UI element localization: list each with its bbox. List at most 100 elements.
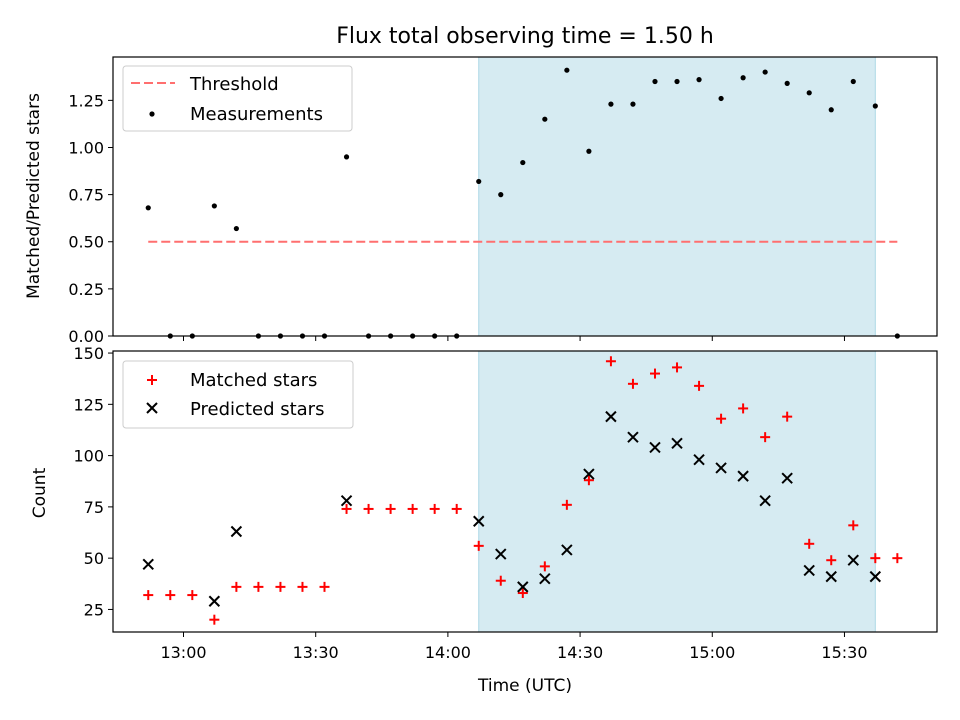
matched-star-point bbox=[231, 581, 242, 592]
bottom-legend-box bbox=[122, 360, 354, 429]
matched-star-point bbox=[341, 503, 352, 514]
measurement-point bbox=[233, 225, 239, 232]
top-y-tick-label: 0.00 bbox=[68, 327, 104, 346]
measurement-point bbox=[740, 75, 746, 81]
x-tick-label: 13:30 bbox=[293, 643, 339, 662]
matched-star-point bbox=[319, 581, 330, 592]
matched-star-point bbox=[385, 503, 396, 514]
predicted-star-point bbox=[715, 462, 727, 474]
matched-star-point bbox=[143, 590, 154, 601]
matched-star-point bbox=[451, 503, 462, 514]
matched-star-point bbox=[870, 553, 881, 564]
predicted-star-point bbox=[759, 495, 771, 507]
legend-threshold-label: Threshold bbox=[189, 74, 279, 95]
predicted-star-point bbox=[737, 470, 749, 482]
predicted-star-point bbox=[473, 515, 485, 527]
top-axes-frame bbox=[112, 56, 938, 337]
predicted-star-point bbox=[627, 431, 639, 443]
matched-star-point bbox=[672, 362, 683, 373]
matched-star-point bbox=[561, 499, 572, 510]
measurement-point bbox=[718, 95, 724, 102]
matched-star-point bbox=[517, 588, 528, 599]
matched-star-point bbox=[495, 575, 506, 586]
measurement-point bbox=[872, 103, 878, 109]
predicted-star-point bbox=[230, 525, 243, 538]
matched-star-point bbox=[716, 413, 727, 424]
matched-star-point bbox=[605, 356, 616, 367]
measurement-point bbox=[520, 159, 526, 166]
top-y-tick-label: 0.75 bbox=[68, 186, 104, 205]
x-tick-label: 15:30 bbox=[821, 643, 867, 662]
measurement-point bbox=[828, 107, 834, 113]
measurement-point bbox=[586, 148, 592, 154]
measurement-points bbox=[145, 67, 900, 339]
measurement-point bbox=[211, 203, 217, 209]
matched-star-point bbox=[848, 520, 859, 531]
x-tick-label: 14:30 bbox=[557, 643, 603, 662]
matched-star-point bbox=[782, 411, 793, 422]
predicted-star-point bbox=[605, 410, 617, 423]
matched-star-point bbox=[694, 380, 705, 391]
predicted-star-point bbox=[693, 454, 705, 466]
legend-matched-label: Matched stars bbox=[190, 370, 317, 391]
measurement-point bbox=[498, 192, 504, 198]
bottom-y-tick-label: 100 bbox=[73, 447, 104, 466]
top-y-tick-label: 0.50 bbox=[68, 233, 104, 252]
count-points bbox=[142, 356, 903, 625]
predicted-star-point bbox=[671, 437, 683, 450]
measurement-point bbox=[850, 78, 856, 85]
matched-star-point bbox=[209, 614, 220, 625]
matched-star-point bbox=[363, 503, 374, 514]
bottom-y-tick-label: 25 bbox=[84, 600, 104, 619]
predicted-star-point bbox=[561, 544, 573, 556]
top-y-tick-label: 1.25 bbox=[68, 91, 104, 110]
x-axis-label: Time (UTC) bbox=[477, 676, 572, 696]
predicted-star-point bbox=[649, 441, 661, 454]
measurement-point bbox=[762, 69, 768, 75]
predicted-star-point bbox=[869, 570, 882, 583]
legend-predicted-label: Predicted stars bbox=[190, 399, 324, 420]
legend-predicted-swatch bbox=[146, 402, 158, 414]
measurement-point bbox=[806, 90, 812, 96]
matched-star-point bbox=[187, 590, 198, 601]
measurement-point bbox=[630, 101, 636, 107]
predicted-star-point bbox=[208, 595, 221, 607]
matched-star-point bbox=[429, 503, 440, 514]
bottom-y-axis-label: Count bbox=[30, 467, 50, 518]
matched-star-point bbox=[253, 581, 264, 592]
matched-star-point bbox=[892, 553, 903, 564]
top-y-tick-label: 0.25 bbox=[68, 280, 104, 299]
observing-window-shade-top bbox=[478, 56, 876, 337]
measurement-point bbox=[608, 101, 614, 107]
measurement-point bbox=[696, 77, 702, 83]
top-legend: Threshold Measurements bbox=[122, 65, 353, 132]
matched-star-point bbox=[826, 555, 837, 566]
legend-measurements-swatch bbox=[149, 111, 155, 117]
top-x-axis bbox=[183, 336, 845, 341]
legend-matched-swatch bbox=[147, 375, 157, 385]
bottom-panel: 25 50 75 100 125 150 13:00 13:30 14:00 14:30 15:0… bbox=[30, 344, 938, 696]
matched-star-point bbox=[627, 378, 638, 389]
matched-star-point bbox=[275, 581, 286, 592]
top-panel: 0.00 0.25 0.50 0.75 1.00 1.25 Matched/Predict… bbox=[24, 56, 938, 346]
predicted-star-point bbox=[847, 554, 859, 566]
bottom-y-tick-label: 150 bbox=[73, 344, 104, 363]
matched-star-point bbox=[473, 540, 484, 551]
matched-star-point bbox=[649, 368, 660, 379]
top-legend-box bbox=[122, 65, 353, 132]
matched-star-point bbox=[407, 503, 418, 514]
bottom-y-axis: 25 50 75 100 125 150 bbox=[73, 344, 113, 619]
bottom-legend: Matched stars Predicted stars bbox=[122, 360, 354, 429]
measurement-point bbox=[542, 116, 548, 122]
top-y-axis-label: Matched/Predicted stars bbox=[24, 93, 44, 299]
predicted-star-point bbox=[781, 472, 793, 484]
x-tick-label: 13:00 bbox=[160, 643, 206, 662]
measurement-point bbox=[784, 80, 790, 86]
top-y-tick-label: 1.00 bbox=[68, 138, 104, 157]
matched-star-point bbox=[165, 590, 176, 601]
predicted-star-point bbox=[517, 581, 529, 593]
bottom-axes-frame bbox=[112, 350, 938, 633]
measurement-point bbox=[652, 78, 658, 85]
bottom-y-tick-label: 75 bbox=[84, 498, 104, 517]
